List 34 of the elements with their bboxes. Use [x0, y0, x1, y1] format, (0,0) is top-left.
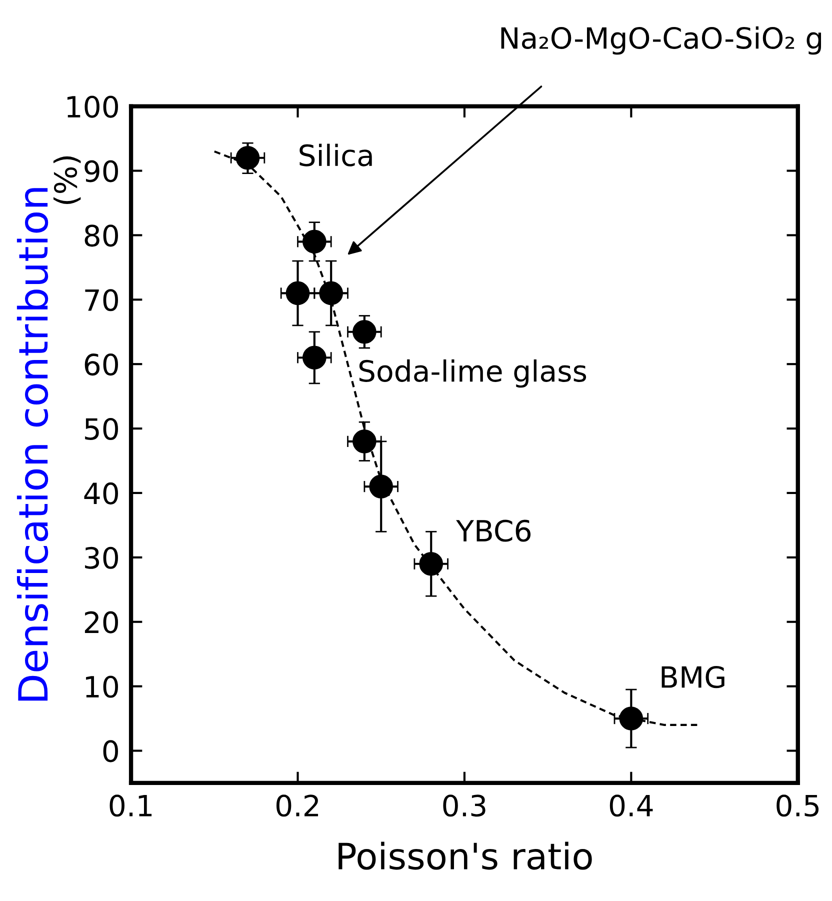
- point: [302, 346, 326, 370]
- y-axis-title: Densification contribution: [16, 188, 48, 701]
- point: [286, 281, 310, 306]
- x-axis-title: Poisson's ratio: [338, 842, 592, 870]
- text: Na₂O-MgO-CaO-SiO₂ g: [501, 26, 822, 55]
- point: [352, 430, 376, 454]
- y-tick-label: 20: [84, 611, 118, 634]
- y-tick-label: 30: [85, 546, 118, 569]
- annotation: YBC6: [456, 520, 531, 542]
- y-tick-label: 80: [84, 224, 118, 247]
- y-tick-label: 90: [84, 160, 118, 182]
- x-tick-label: 0.4: [610, 794, 653, 817]
- y-tick-label: 0: [103, 740, 118, 762]
- point: [369, 474, 393, 498]
- annotation: Silica: [300, 144, 372, 166]
- annotation: Soda-lime glass: [359, 359, 586, 388]
- y-tick-label: 70: [85, 289, 118, 312]
- point: [352, 320, 376, 344]
- annotation: BMG: [662, 666, 724, 688]
- x-tick-label: 0.5: [776, 794, 819, 817]
- text: (%): [53, 156, 81, 204]
- y-tick-label: 40: [84, 482, 118, 504]
- point: [419, 552, 444, 576]
- x-tick-label: 0.1: [110, 794, 152, 817]
- point: [302, 230, 326, 254]
- x-tick-label: 0.2: [276, 794, 318, 817]
- y-tick-label: 60: [84, 354, 118, 376]
- point: [319, 281, 343, 306]
- point: [619, 706, 644, 730]
- point: [236, 146, 260, 170]
- y-tick-label: 10: [86, 676, 118, 698]
- y-tick-label: 100: [67, 96, 118, 118]
- x-tick-label: 0.3: [443, 794, 486, 817]
- y-tick-label: 50: [85, 418, 118, 440]
